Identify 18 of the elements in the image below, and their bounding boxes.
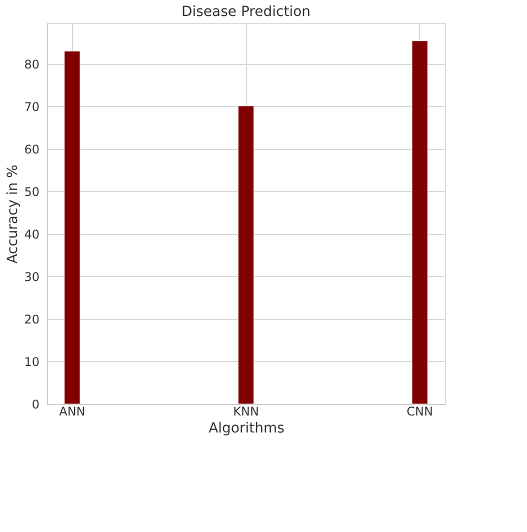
x-tick-label: ANN (59, 404, 86, 418)
bar (412, 40, 428, 404)
y-tick-label: 30 (24, 270, 40, 284)
y-tick-label: 0 (32, 398, 40, 412)
bar (64, 50, 80, 404)
y-tick-label: 50 (24, 184, 40, 199)
bar (238, 106, 254, 404)
y-tick-label: 40 (24, 227, 40, 242)
x-tick-label: CNN (406, 404, 433, 418)
y-tick-label: 10 (24, 354, 40, 369)
y-tick-label: 20 (24, 312, 40, 326)
y-tick-label: 60 (24, 142, 40, 156)
x-tick-label: KNN (233, 404, 259, 418)
y-tick-label: 80 (24, 57, 40, 72)
x-axis-title: Algorithms (208, 420, 284, 436)
y-axis-title: Accuracy in % (5, 164, 22, 264)
chart-title: Disease Prediction (181, 4, 311, 20)
y-tick-label: 70 (24, 100, 40, 114)
